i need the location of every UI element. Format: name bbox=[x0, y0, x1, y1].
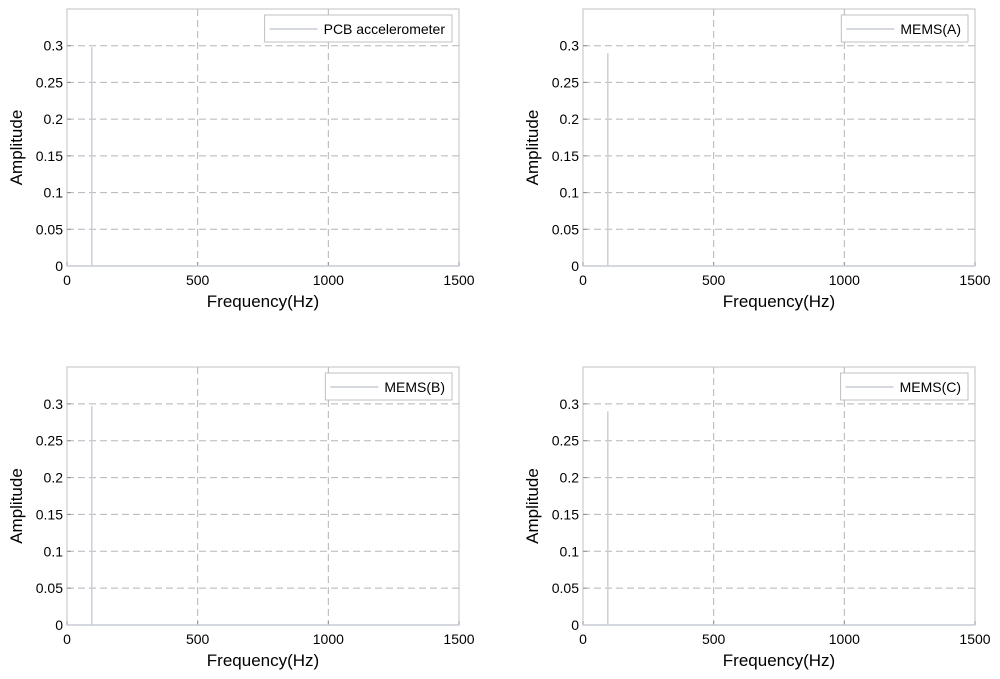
x-axis-label: Frequency(Hz) bbox=[723, 292, 835, 311]
legend: MEMS(C) bbox=[840, 372, 969, 401]
y-axis-label: Amplitude bbox=[7, 468, 26, 544]
legend: PCB accelerometer bbox=[264, 14, 453, 43]
y-tick-label: 0.25 bbox=[36, 74, 63, 90]
x-tick-label: 1000 bbox=[313, 631, 344, 647]
x-tick-label: 0 bbox=[579, 272, 587, 288]
y-axis-label: Amplitude bbox=[523, 110, 542, 186]
y-axis-label: Amplitude bbox=[523, 468, 542, 544]
series-line bbox=[583, 53, 975, 267]
y-tick-label: 0.25 bbox=[552, 433, 579, 449]
series-line bbox=[583, 411, 975, 626]
y-tick-label: 0.05 bbox=[552, 221, 579, 237]
y-tick-label: 0 bbox=[55, 258, 63, 274]
x-tick-label: 1000 bbox=[313, 272, 344, 288]
x-tick-label: 0 bbox=[579, 631, 587, 647]
x-tick-label: 0 bbox=[63, 272, 71, 288]
x-tick-label: 1500 bbox=[443, 272, 474, 288]
y-axis-label: Amplitude bbox=[7, 110, 26, 186]
y-tick-label: 0.1 bbox=[44, 543, 64, 559]
x-tick-label: 500 bbox=[186, 272, 210, 288]
y-tick-label: 0 bbox=[571, 258, 579, 274]
y-tick-label: 0.15 bbox=[552, 506, 579, 522]
legend-box bbox=[264, 14, 453, 43]
x-tick-label: 0 bbox=[63, 631, 71, 647]
x-tick-label: 1500 bbox=[959, 631, 990, 647]
y-tick-label: 0.1 bbox=[560, 185, 580, 201]
legend-label: PCB accelerometer bbox=[324, 21, 446, 37]
x-tick-label: 500 bbox=[702, 631, 726, 647]
y-tick-label: 0.3 bbox=[560, 396, 580, 412]
plot-area bbox=[583, 367, 975, 625]
x-tick-label: 1500 bbox=[443, 631, 474, 647]
x-tick-label: 1000 bbox=[829, 631, 860, 647]
x-tick-label: 1500 bbox=[959, 272, 990, 288]
plot-area bbox=[583, 9, 975, 266]
x-tick-label: 500 bbox=[186, 631, 210, 647]
legend: MEMS(A) bbox=[840, 14, 969, 43]
y-tick-label: 0.3 bbox=[44, 38, 64, 54]
series-line bbox=[67, 47, 459, 267]
legend-label: MEMS(B) bbox=[384, 379, 445, 395]
legend-label: MEMS(C) bbox=[900, 379, 961, 395]
plot-area bbox=[67, 367, 459, 625]
x-axis-label: Frequency(Hz) bbox=[207, 651, 319, 670]
y-tick-label: 0 bbox=[571, 617, 579, 633]
chart-panel-4: 0 500 1000 1500 0 0.05 0.1 0.15 0.2 0.25 0.3 Freque… bbox=[523, 366, 991, 670]
y-tick-label: 0.2 bbox=[560, 111, 580, 127]
x-axis-label: Frequency(Hz) bbox=[207, 292, 319, 311]
y-tick-label: 0.2 bbox=[560, 470, 580, 486]
x-axis-label: Frequency(Hz) bbox=[723, 651, 835, 670]
legend: MEMS(B) bbox=[324, 372, 453, 401]
y-tick-label: 0 bbox=[55, 617, 63, 633]
y-tick-label: 0.2 bbox=[44, 470, 64, 486]
chart-panel-2: 0 500 1000 1500 0 0.05 0.1 0.15 0.2 0.25 0.3 Freque… bbox=[523, 8, 991, 311]
y-tick-label: 0.25 bbox=[552, 74, 579, 90]
y-tick-label: 0.15 bbox=[36, 506, 63, 522]
y-tick-label: 0.05 bbox=[552, 580, 579, 596]
y-tick-label: 0.15 bbox=[36, 148, 63, 164]
y-tick-label: 0.3 bbox=[44, 396, 64, 412]
y-tick-label: 0.2 bbox=[44, 111, 64, 127]
y-tick-label: 0.05 bbox=[36, 221, 63, 237]
chart-panel-1: 0 500 1000 1500 0 0.05 0.1 0.15 0.2 0.25 0.3 Freque… bbox=[7, 8, 475, 311]
y-tick-label: 0.15 bbox=[552, 148, 579, 164]
x-tick-label: 500 bbox=[702, 272, 726, 288]
legend-label: MEMS(A) bbox=[900, 21, 961, 37]
y-tick-label: 0.05 bbox=[36, 580, 63, 596]
chart-panel-3: 0 500 1000 1500 0 0.05 0.1 0.15 0.2 0.25 0.3 Freque… bbox=[7, 366, 475, 670]
y-tick-label: 0.3 bbox=[560, 38, 580, 54]
series-line bbox=[67, 406, 459, 626]
y-tick-label: 0.1 bbox=[560, 543, 580, 559]
plot-area bbox=[67, 9, 459, 266]
y-tick-label: 0.1 bbox=[44, 185, 64, 201]
y-tick-label: 0.25 bbox=[36, 433, 63, 449]
x-tick-label: 1000 bbox=[829, 272, 860, 288]
